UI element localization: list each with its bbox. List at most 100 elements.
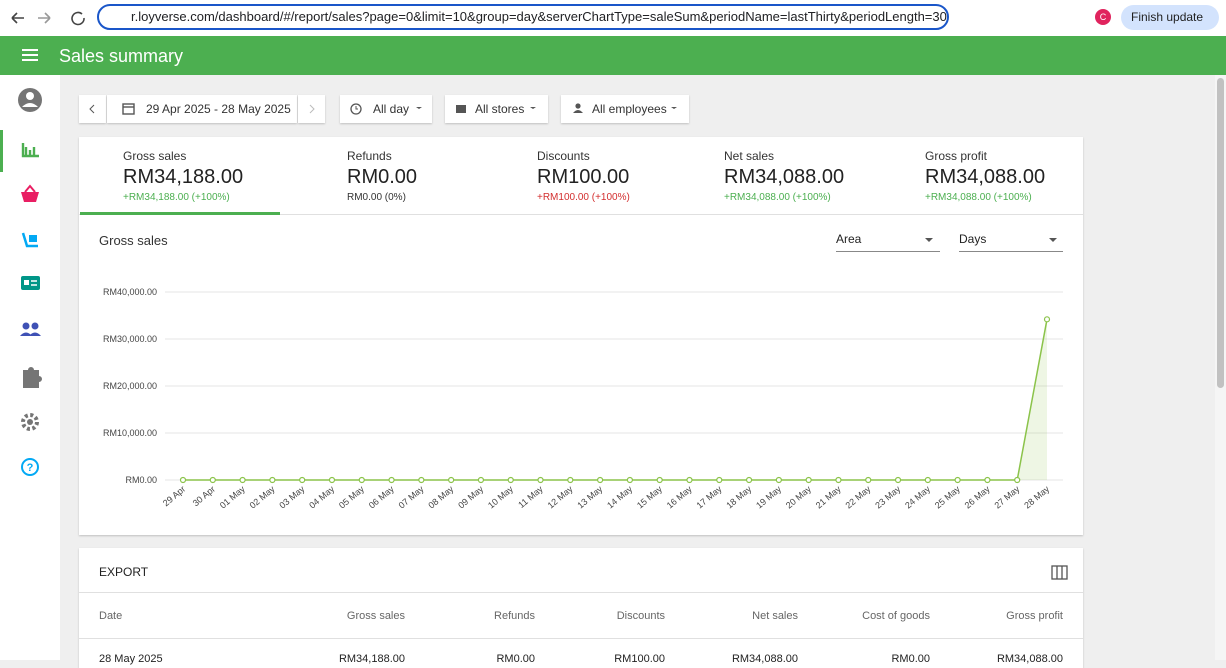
columns-icon[interactable] (1051, 565, 1068, 580)
chart-type-select[interactable]: Area (836, 232, 940, 252)
menu-icon[interactable] (22, 48, 38, 62)
table-cell: RM0.00 (496, 653, 535, 665)
column-header: Date (99, 610, 123, 622)
x-tick-label: 18 May (724, 484, 753, 511)
table-cell: RM34,188.00 (338, 653, 405, 665)
data-point (448, 476, 455, 484)
column-header: Cost of goods (862, 610, 930, 622)
column-header: Discounts (616, 610, 665, 622)
x-tick-label: 23 May (873, 484, 902, 511)
summary-value: RM100.00 (537, 166, 630, 188)
summary-change: +RM34,188.00 (+100%) (123, 192, 230, 203)
data-point (328, 476, 336, 484)
x-tick-label: 20 May (784, 484, 813, 511)
data-point (537, 476, 544, 484)
summary-value: RM0.00 (347, 166, 418, 188)
x-tick-label: 15 May (635, 484, 664, 511)
column-header: Gross sales (346, 610, 405, 622)
chart: RM0.00 RM10,000.00 RM20,000.00 RM30,000.00 R… (103, 287, 1063, 511)
x-tick-label: 28 May (1022, 484, 1051, 511)
table-title[interactable]: EXPORT (99, 565, 149, 579)
x-tick-label: 13 May (575, 484, 604, 511)
summary-label: Refunds (347, 149, 392, 163)
data-point (507, 476, 514, 484)
profile-avatar[interactable]: C (1095, 9, 1111, 25)
group-select[interactable]: Days (959, 232, 1063, 252)
x-tick-label: 27 May (992, 484, 1021, 511)
data-point (358, 476, 365, 484)
x-tick-label: 26 May (963, 484, 992, 511)
x-tick-label: 12 May (546, 484, 575, 511)
active-tab (80, 212, 280, 215)
data-point (835, 476, 842, 484)
select-arrows (925, 238, 1057, 242)
data-point (924, 476, 931, 484)
filter-icons (350, 103, 677, 115)
data-point (567, 476, 574, 484)
nav-buttons[interactable] (8, 8, 88, 28)
x-tick-label: 24 May (903, 484, 932, 511)
y-tick-label: RM0.00 (125, 475, 157, 485)
table-card (79, 548, 1083, 668)
scrollbar[interactable] (1215, 75, 1226, 660)
area-line (183, 319, 1048, 481)
data-point (745, 476, 753, 484)
data-point (805, 476, 812, 484)
update-button[interactable]: Finish update (1121, 5, 1219, 30)
summary-value: RM34,088.00 (925, 166, 1046, 188)
x-tick-label: 25 May (933, 484, 962, 511)
column-header: Gross profit (1006, 610, 1063, 622)
x-tick-label: 19 May (754, 484, 783, 511)
app-header (0, 36, 1226, 75)
chart-title: Gross sales (99, 233, 168, 248)
address-bar[interactable]: r.loyverse.com/dashboard/#/report/sales?… (97, 4, 949, 30)
data-point (1014, 476, 1021, 484)
browser-bar: r.loyverse.com/dashboard/#/report/sales?… (0, 0, 1226, 36)
column-header: Refunds (494, 610, 535, 622)
svg-text:?: ? (27, 462, 34, 474)
data-point (775, 476, 782, 484)
data-point (209, 476, 216, 484)
x-tick-label: 30 Apr (191, 484, 217, 508)
data-point (894, 476, 902, 484)
summary-change: +RM34,088.00 (+100%) (724, 192, 831, 203)
data-point (984, 476, 991, 484)
data-point (239, 476, 246, 484)
summary-value: RM34,088.00 (724, 166, 845, 188)
calendar-icon (122, 103, 135, 115)
sidebar-icons[interactable]: ? (0, 75, 60, 495)
report-card (79, 137, 1083, 535)
x-tick-label: 04 May (307, 484, 336, 511)
x-tick-label: 01 May (218, 484, 247, 511)
page-title: Sales summary (59, 46, 184, 66)
y-tick-label: RM20,000.00 (103, 381, 157, 391)
prev-period[interactable] (79, 95, 106, 123)
x-tick-label: 29 Apr (161, 484, 187, 508)
divider (79, 592, 1083, 593)
data-point (388, 476, 395, 484)
summary-change: +RM100.00 (+100%) (537, 192, 630, 203)
x-tick-label: 06 May (367, 484, 396, 511)
x-tick-label: 08 May (426, 484, 455, 511)
x-tick-label: 14 May (605, 484, 634, 511)
column-header: Net sales (752, 610, 798, 622)
data-point (179, 476, 187, 484)
x-tick-label: 10 May (486, 484, 515, 511)
employee-filter[interactable]: All employees (561, 95, 689, 123)
sidebar: ? (0, 75, 60, 660)
data-point (954, 476, 961, 484)
x-tick-label: 22 May (843, 484, 872, 511)
time-filter[interactable]: All day (340, 95, 432, 123)
summary-label: Gross sales (123, 149, 187, 163)
next-period[interactable] (298, 95, 325, 123)
data-point (477, 476, 485, 484)
table-cell: 28 May 2025 (99, 653, 163, 665)
data-point (865, 476, 872, 484)
x-tick-label: 16 May (665, 484, 694, 511)
summary-label: Gross profit (925, 149, 988, 163)
date-range[interactable]: 29 Apr 2025 - 28 May 2025 (107, 95, 297, 123)
data-point (269, 476, 276, 484)
data-point (1043, 316, 1051, 323)
y-tick-label: RM10,000.00 (103, 428, 157, 438)
